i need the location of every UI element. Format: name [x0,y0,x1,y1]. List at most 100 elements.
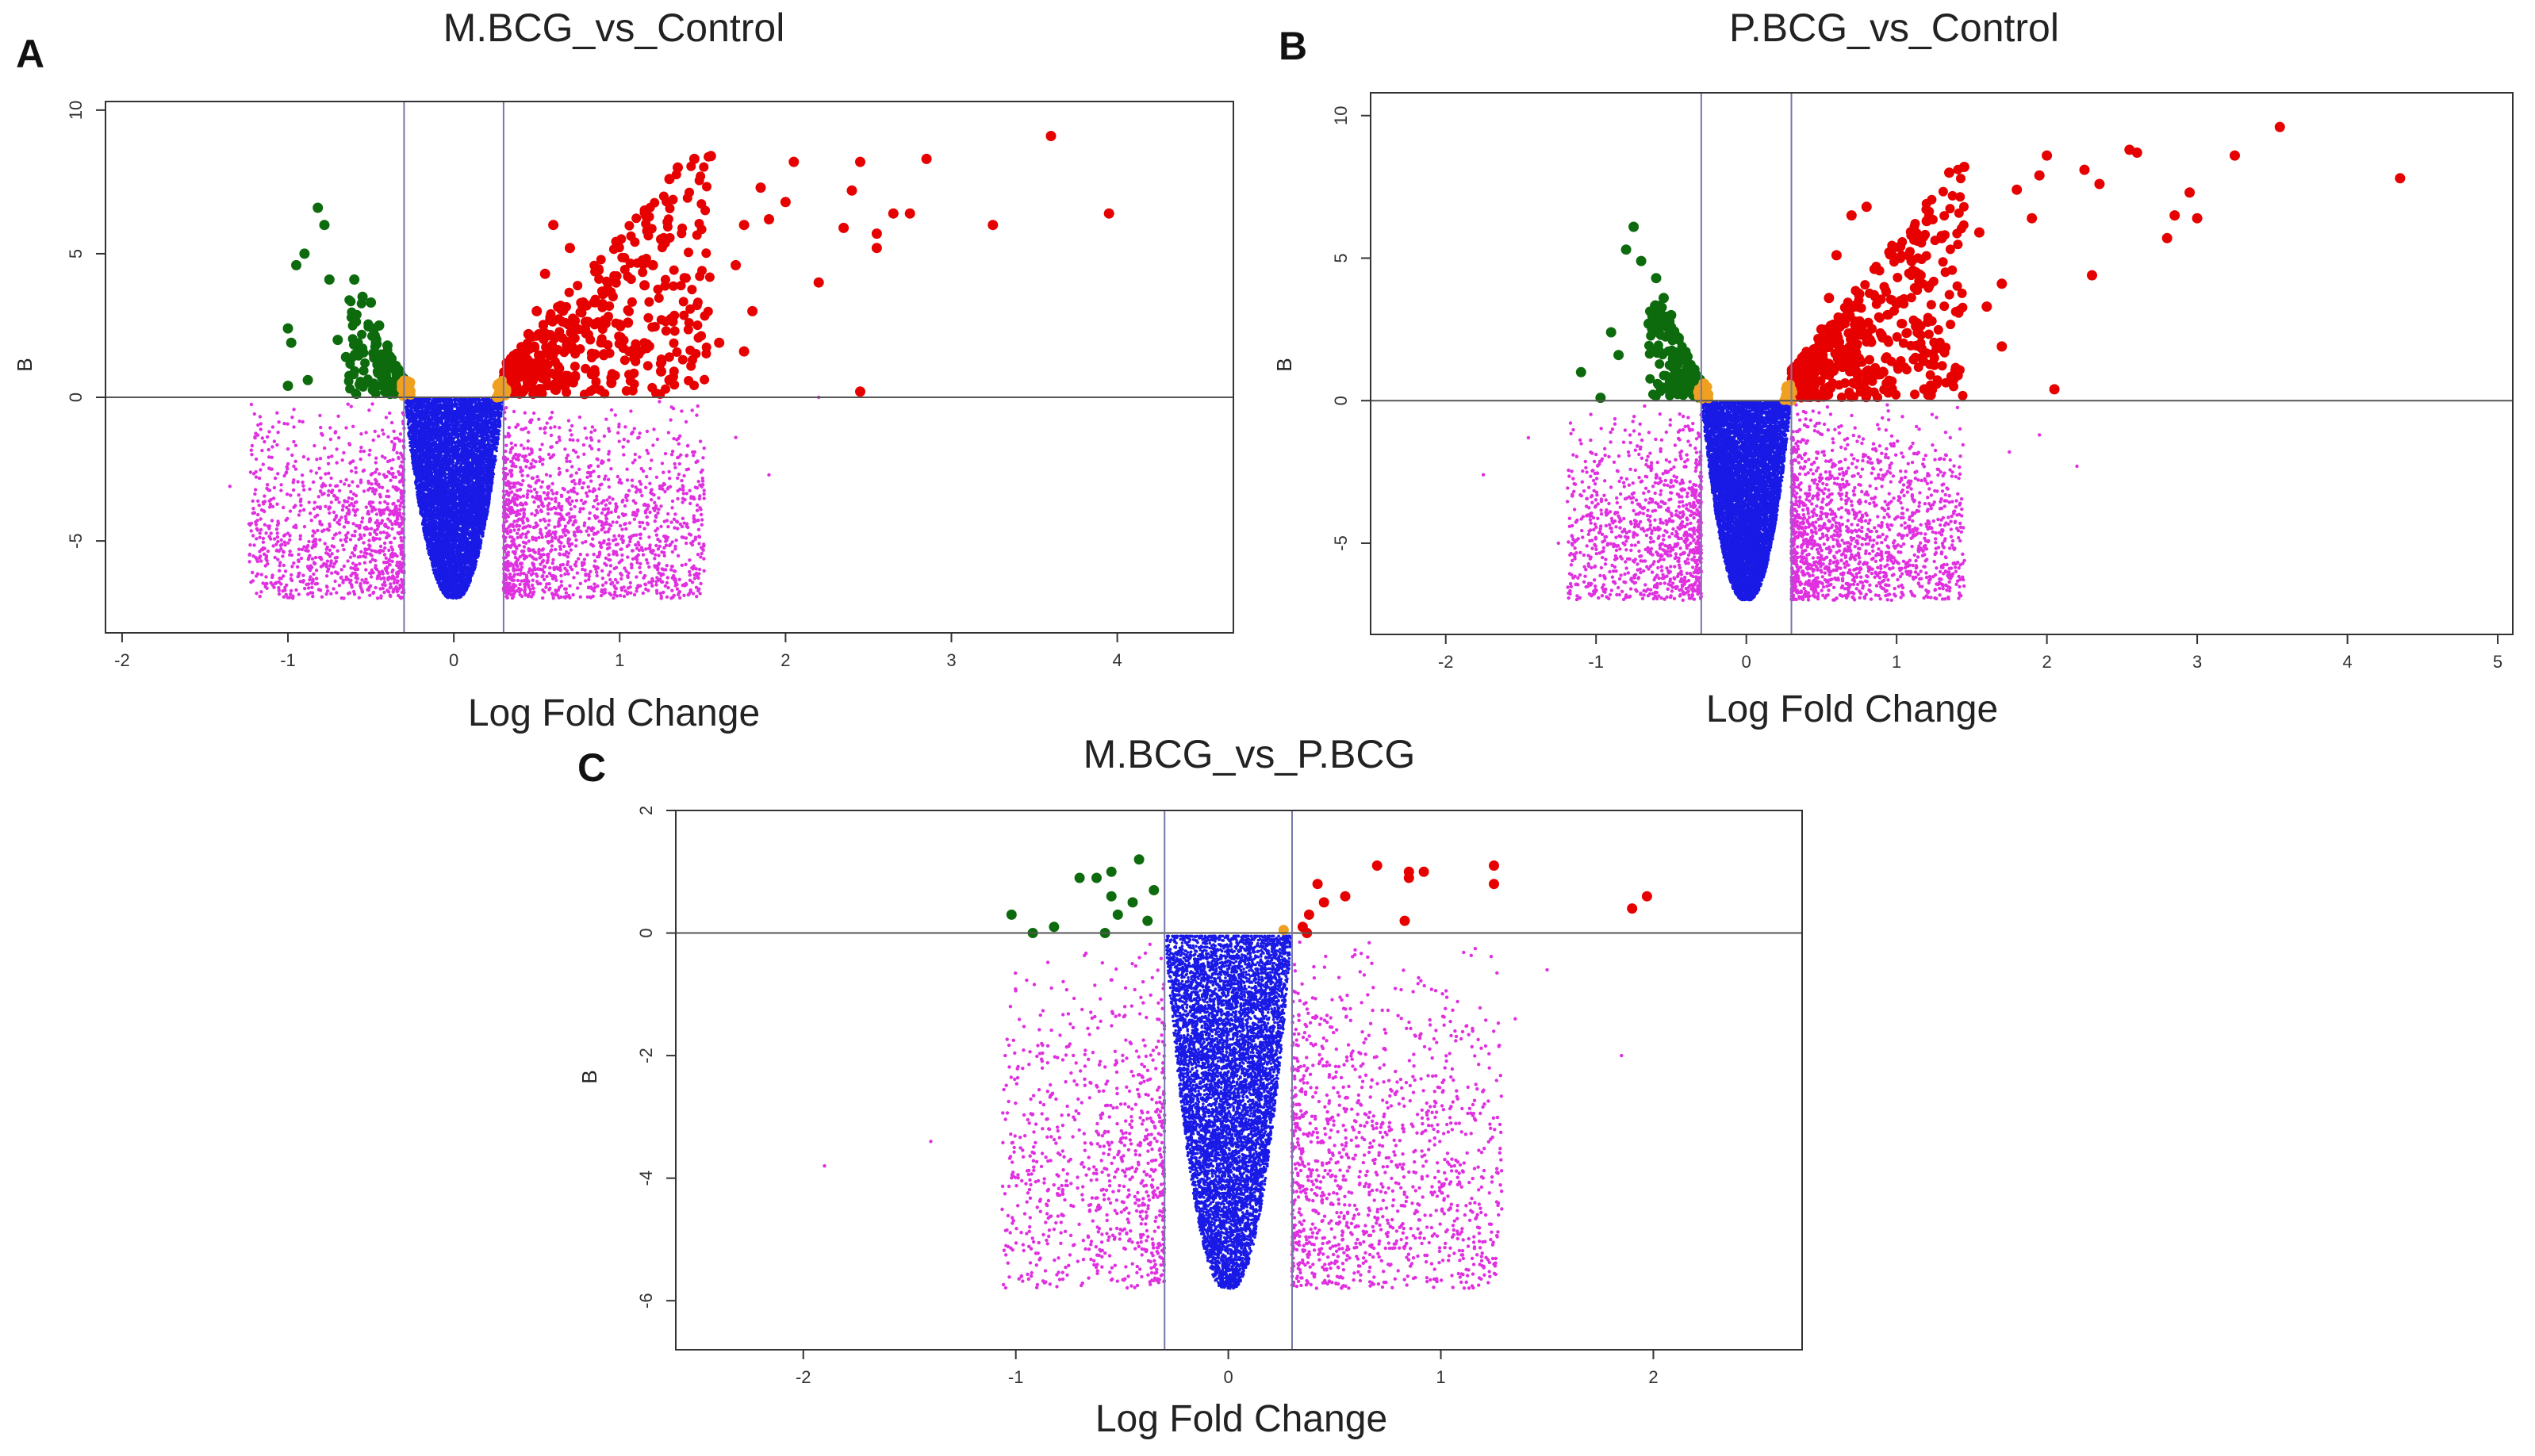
panel-a-point-nonsig-fc [554,575,557,578]
panel-a-point-nonsig-fc [507,503,510,506]
panel-a-point-nonsig-fc [282,564,286,567]
panel-a-point-nonsig-fc [393,444,396,447]
panel-a-point-nonsig-fc [522,446,525,450]
panel-a-point-nonsig-fc [286,542,290,545]
panel-a-point-nonsig-fc [388,563,391,566]
panel-a-point-nonsig-fc [529,489,532,492]
panel-a-point-nonsig-fc [556,593,559,596]
panel-a-point-nonsig-fc [297,548,301,551]
panel-a-point-nonsig-fc [700,523,704,527]
panel-a-point-nonsig-fc [315,458,318,461]
panel-a-point-nonsig-fc [558,426,561,429]
panel-a-point-nonsig-fc [565,460,568,463]
panel-a-point-nonsig-fc [579,530,582,533]
panel-a-point-nonsig-fc [635,589,638,592]
panel-a-point-nonsig-fc [547,504,550,508]
panel-a-point-nonsig-fc [575,499,578,502]
panel-a-point-nonsig-fc [696,404,700,408]
panel-a-point-nonsig-fc [693,577,696,580]
panel-a-point-nonsig-fc [259,422,263,425]
panel-a-point-nonsig-fc [358,596,361,600]
panel-a-point-nonsig-fc [703,489,706,492]
panel-a-point-nonsig-fc [400,464,403,467]
panel-a-point-nonsig-fc [313,444,316,447]
panel-a-point-nonsig-fc [397,531,400,535]
panel-a-point-nonsig-fc [543,431,547,435]
panel-a-point-nonsig-fc [609,467,612,470]
panel-a-point-nonsig-fc [671,450,674,453]
panel-a-point-nonsig-fc [516,458,520,462]
panel-a-point-nonsig-fc [703,496,706,500]
panel-a-point-nonsig-fc [547,491,550,494]
panel-a-point-nonsig-fc [266,435,269,439]
panel-a-point-nonsig-fc [547,453,550,456]
panel-a-point-nonsig-fc [292,465,295,468]
panel-a-point-nonsig-fc [573,515,576,518]
panel-a-point-nonsig-fc [685,492,688,495]
panel-a-point-nonsig-fc [585,492,588,495]
panel-a-point-nonsig-fc [370,549,374,552]
panel-a-point-nonsig-fc [654,565,657,569]
panel-a-point-nonsig-fc [563,573,566,576]
panel-a-point-nonsig-fc [644,547,647,550]
panel-a-point-nonsig-fc [604,514,608,517]
panel-a-point-nonsig-fc [318,538,321,542]
panel-a-point-nonsig-fc [278,564,281,567]
panel-a-point-nonsig-fc [549,533,552,536]
panel-a-point-nonsig-fc [330,559,333,562]
panel-a-point-nonsig-fc [589,474,592,477]
panel-a-point-nonsig-fc [539,427,542,430]
panel-a-point-nonsig-fc [550,592,554,595]
panel-a-point-nonsig-fc [396,518,399,521]
panel-a-point-nonsig-fc [578,510,581,513]
panel-a-point-nonsig-fc [689,588,692,592]
panel-a-point-nonsig-fc [348,462,351,465]
panel-a-point-nonsig-fc [302,489,305,492]
panel-a-point-nonsig-fc [343,565,346,568]
panel-a-point-nonsig-fc [623,566,626,569]
panel-a-point-nonsig-fc [512,579,516,582]
panel-a-point-nonsig-fc [677,443,681,446]
panel-a-point-nonsig-fc [527,489,530,492]
panel-a-point-nonsig-fc [398,512,401,515]
panel-a-point-nonsig-fc [620,500,623,504]
panel-a-point-nonsig-fc [562,545,566,548]
panel-a-point-nonsig-fc [394,476,397,479]
panel-a-point-nonsig-fc [258,477,261,480]
panel-a-point-nonsig-fc [362,450,366,453]
panel-a-point-nonsig-fc [364,578,367,581]
panel-a-point-nonsig-fc [302,545,305,548]
panel-a-point-nonsig-fc [649,467,652,470]
panel-a-point-nonsig-fc [352,590,355,593]
panel-a-point-nonsig-fc [636,508,639,512]
panel-a-point-nonsig-fc [344,478,347,481]
panel-a-point-nonsig-fc [281,554,284,557]
panel-a-point-nonsig-fc [568,460,571,463]
panel-a-point-nonsig-fc [597,555,600,558]
panel-a-point-nonsig-fc [558,435,561,439]
panel-a-point-nonsig-fc [631,557,635,561]
panel-a-point-nonsig-fc [558,467,561,470]
panel-a-point-nonsig-fc [338,489,341,492]
panel-a-point-nonsig-fc [563,554,566,557]
panel-a-point-nonsig-fc [590,439,593,442]
panel-a-point-nonsig-fc [309,512,312,515]
panel-a-point-nonsig-fc [294,467,297,470]
panel-a-point-nonsig-fc [573,531,576,534]
panel-a-point-nonsig-fc [251,534,255,537]
panel-a-point-nonsig-fc [600,512,604,515]
panel-a-point-nonsig-fc [659,574,662,577]
panel-a-point-nonsig-fc [301,420,305,423]
panel-a-point-nonsig-fc [603,435,606,438]
panel-a-point-nonsig-fc [554,548,557,551]
panel-a-point-nonsig-fc [589,512,592,515]
panel-a-point-nonsig-fc [702,557,705,560]
panel-a-point-nonsig-fc [530,447,533,450]
panel-a-point-nonsig-fc [275,503,278,506]
panel-a-point-nonsig-fc [547,558,550,561]
panel-a-point-nonsig-fc [624,527,627,531]
panel-a-point-nonsig-fc [349,566,352,569]
panel-a-point-nonsig-fc [563,488,566,491]
panel-a-point-nonsig-fc [584,540,587,543]
panel-a-point-nonsig-fc [651,443,654,446]
